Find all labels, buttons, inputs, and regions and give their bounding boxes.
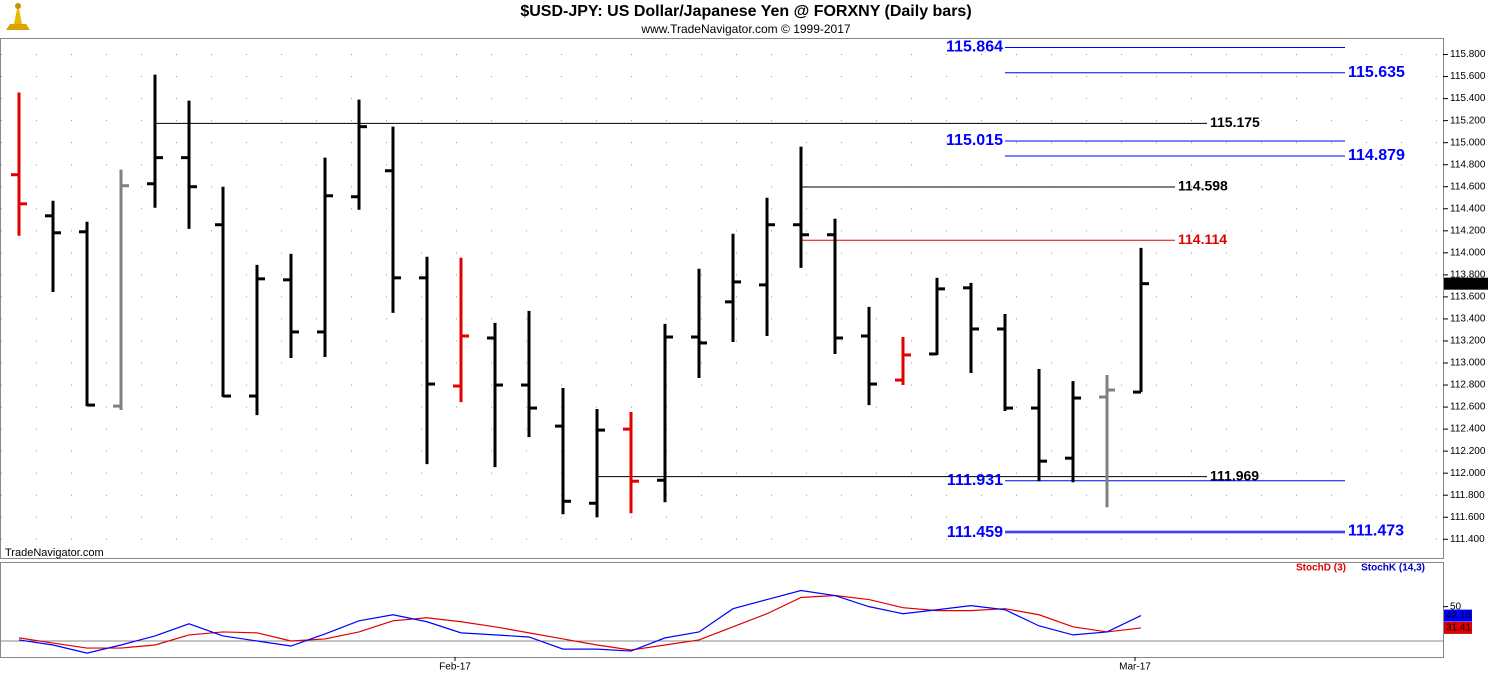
legend-entry: StochK (14,3)	[1361, 563, 1425, 574]
watermark: TradeNavigator.com	[5, 547, 104, 559]
level-label: 115.864	[946, 39, 1003, 56]
y-tick-label: 112.600	[1450, 402, 1486, 413]
y-tick-label: 114.000	[1450, 247, 1486, 258]
y-tick-label: 115.000	[1450, 137, 1486, 148]
y-tick-label: 112.000	[1450, 468, 1486, 479]
price-pane	[0, 38, 1444, 559]
y-tick-label: 115.800	[1450, 49, 1486, 60]
legend-entry: StochD (3)	[1296, 563, 1346, 574]
level-label: 115.635	[1348, 64, 1405, 81]
y-tick-label: 115.600	[1450, 71, 1486, 82]
chart-subtitle: www.TradeNavigator.com © 1999-2017	[640, 22, 850, 36]
x-tick-label: Mar-17	[1119, 662, 1151, 673]
y-tick-label: 114.600	[1450, 181, 1486, 192]
level-label: 111.931	[947, 472, 1003, 489]
y-tick-label: 113.200	[1450, 336, 1486, 347]
level-label: 114.879	[1348, 147, 1405, 164]
level-label: 115.175	[1210, 114, 1260, 130]
y-tick-label: 115.400	[1450, 93, 1486, 104]
last-value-box	[1444, 609, 1472, 622]
last-price-label: 113.720	[1446, 278, 1482, 289]
last-value-label: 31.41	[1446, 623, 1471, 634]
y-tick-label: 115.200	[1450, 115, 1486, 126]
y-tick-label: 113.000	[1450, 358, 1486, 369]
y-tick-label: 114.200	[1450, 225, 1486, 236]
y-tick-label: 111.800	[1450, 490, 1485, 501]
y-tick-label: 112.400	[1450, 424, 1486, 435]
level-label: 111.969	[1210, 467, 1259, 483]
logo	[6, 3, 30, 30]
level-label: 114.598	[1178, 178, 1228, 194]
last-value-box	[1444, 621, 1472, 634]
last-value-label: 42.18	[1446, 610, 1471, 621]
x-tick-label: Feb-17	[439, 662, 471, 673]
y-tick-label: 111.400	[1450, 534, 1485, 545]
y-tick-label: 113.400	[1450, 314, 1486, 325]
y-tick-label: 114.800	[1450, 159, 1486, 170]
level-label: 115.015	[946, 132, 1003, 149]
y-tick-label: 50	[1450, 601, 1462, 612]
y-tick-label: 111.600	[1450, 512, 1485, 523]
last-price-box	[1444, 277, 1488, 290]
stoch-line	[18, 589, 1142, 654]
y-tick-label: 114.400	[1450, 203, 1486, 214]
chart-title: $USD-JPY: US Dollar/Japanese Yen @ FORXN…	[520, 3, 971, 20]
y-tick-label: 112.800	[1450, 380, 1486, 391]
y-tick-label: 112.200	[1450, 446, 1486, 457]
level-label: 111.459	[947, 524, 1003, 541]
stoch-line	[18, 594, 1142, 651]
level-label: 114.114	[1178, 231, 1227, 247]
level-label: 111.473	[1348, 522, 1404, 539]
y-tick-label: 113.800	[1450, 270, 1486, 281]
stoch-pane	[0, 562, 1444, 658]
y-tick-label: 113.600	[1450, 292, 1486, 303]
